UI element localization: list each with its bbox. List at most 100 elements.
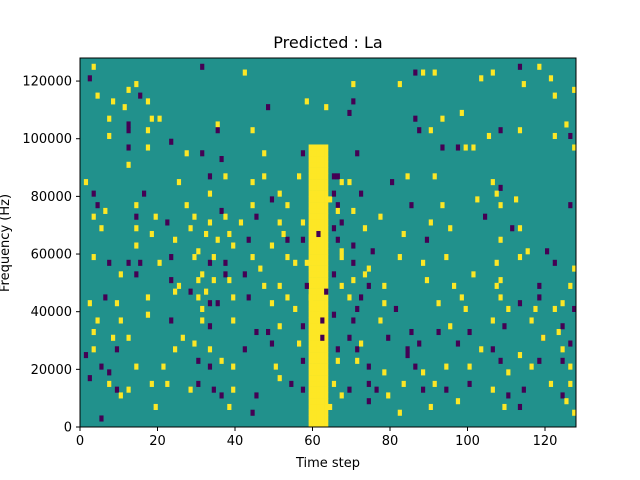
heatmap-cell <box>335 236 340 243</box>
heatmap-band-cell <box>308 398 313 405</box>
heatmap-band-cell <box>316 265 321 272</box>
plot-frame <box>79 57 577 428</box>
y-tick-label: 100000 <box>22 132 72 147</box>
heatmap-cell <box>188 288 193 295</box>
heatmap-cell <box>142 190 147 197</box>
heatmap-cell <box>560 357 565 364</box>
heatmap-cell <box>436 300 441 307</box>
heatmap-cell <box>308 294 313 301</box>
heatmap-cell <box>200 317 205 324</box>
heatmap-cell <box>207 346 213 353</box>
heatmap-cell <box>498 357 503 364</box>
heatmap-cell <box>145 127 151 134</box>
heatmap-cell <box>351 81 356 88</box>
x-axis-label: Time step <box>295 456 360 471</box>
heatmap-band-cell <box>312 167 317 174</box>
heatmap-cell <box>405 352 410 359</box>
heatmap-band-cell <box>320 190 325 197</box>
heatmap-band-cell <box>312 294 317 301</box>
heatmap-band-cell <box>324 173 329 180</box>
heatmap-band-cell <box>320 409 325 416</box>
heatmap-band-cell <box>312 421 317 428</box>
x-tick-label: 40 <box>227 434 244 449</box>
heatmap-band-cell <box>308 184 313 191</box>
heatmap-cell <box>157 115 162 122</box>
heatmap-cell <box>149 230 154 238</box>
heatmap-cell <box>87 300 92 307</box>
heatmap-cell <box>262 173 267 180</box>
heatmap-cell <box>560 346 565 353</box>
heatmap-cell <box>517 127 523 134</box>
heatmap-cell <box>126 86 131 93</box>
heatmap-band-cell <box>320 328 325 336</box>
heatmap-band-cell <box>320 282 325 289</box>
heatmap-band-cell <box>308 236 313 243</box>
heatmap-band-cell <box>308 288 313 295</box>
heatmap-band-cell <box>316 294 321 301</box>
heatmap-cell <box>537 282 542 289</box>
heatmap-band-cell <box>324 202 329 209</box>
heatmap-cell <box>153 403 158 411</box>
heatmap-cell <box>107 380 112 387</box>
heatmap-cell <box>300 357 306 364</box>
heatmap-band-cell <box>308 323 313 330</box>
heatmap-cell <box>440 144 445 151</box>
heatmap-cell <box>277 375 282 382</box>
heatmap-cell <box>409 202 414 209</box>
heatmap-cell <box>118 271 123 278</box>
heatmap-band-cell <box>308 352 313 359</box>
heatmap-cell <box>455 398 461 405</box>
heatmap-band-cell <box>316 415 321 422</box>
heatmap-band-cell <box>324 179 329 186</box>
heatmap-cell <box>339 248 344 255</box>
heatmap-cell <box>362 271 368 278</box>
heatmap-cell <box>467 380 472 387</box>
heatmap-cell <box>359 340 364 347</box>
heatmap-cell <box>351 317 356 324</box>
heatmap-cell <box>153 213 158 220</box>
heatmap-band-cell <box>320 352 325 359</box>
heatmap-cell <box>390 179 395 186</box>
heatmap-band-cell <box>312 184 317 191</box>
heatmap-cell <box>207 323 213 330</box>
heatmap-band-cell <box>320 144 325 151</box>
heatmap-band-cell <box>308 380 313 387</box>
heatmap-band-cell <box>316 311 321 318</box>
heatmap-band-cell <box>324 403 329 411</box>
y-tick-label: 20000 <box>31 363 72 378</box>
x-tick-label: 120 <box>533 434 558 449</box>
heatmap-cell <box>161 363 166 370</box>
heatmap-cell <box>285 294 290 301</box>
heatmap-cell <box>300 219 306 226</box>
heatmap-band-cell <box>320 398 325 405</box>
heatmap-cell <box>537 357 542 364</box>
heatmap-cell <box>316 230 321 238</box>
heatmap-band-cell <box>324 392 329 399</box>
heatmap-cell <box>250 409 255 416</box>
heatmap-cell <box>262 282 267 289</box>
y-tick-label: 120000 <box>22 75 72 90</box>
heatmap-cell <box>448 323 453 330</box>
heatmap-band-cell <box>308 334 313 341</box>
heatmap-cell <box>475 196 480 203</box>
heatmap-cell <box>204 230 209 238</box>
heatmap-band-cell <box>308 213 313 220</box>
heatmap-band-cell <box>308 403 313 411</box>
heatmap-band-cell <box>320 248 325 255</box>
heatmap-cell <box>91 213 96 220</box>
heatmap-band-cell <box>308 248 313 255</box>
heatmap-cell <box>304 98 309 105</box>
heatmap-band-cell <box>320 340 325 347</box>
heatmap-cell <box>242 69 247 76</box>
heatmap-cell <box>149 115 154 122</box>
x-tick-label: 60 <box>304 434 321 449</box>
heatmap-cell <box>413 115 418 122</box>
heatmap-cell <box>192 340 197 347</box>
heatmap-cell <box>258 265 263 272</box>
heatmap-cell <box>219 392 224 399</box>
heatmap-cell <box>537 63 542 70</box>
heatmap-cell <box>568 282 573 289</box>
heatmap-band-cell <box>320 207 325 214</box>
heatmap-band-cell <box>324 398 329 405</box>
heatmap-band-cell <box>312 300 317 307</box>
